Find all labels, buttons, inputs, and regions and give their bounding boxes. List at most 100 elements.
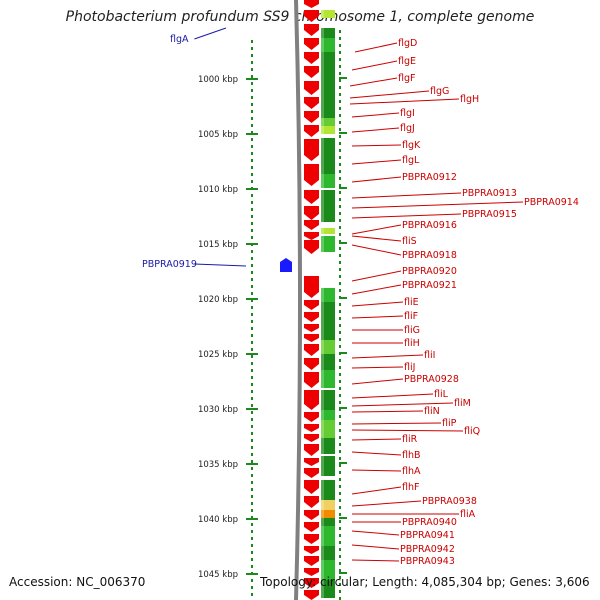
- right-track-tick: [339, 297, 347, 299]
- ruler-dot: [251, 110, 253, 113]
- gene-arrow: [304, 232, 319, 240]
- right-track-dot: [339, 583, 341, 586]
- right-track-dot: [339, 79, 341, 82]
- gene-arrow: [304, 0, 319, 8]
- expression-block: [321, 138, 335, 156]
- expression-highlight: [321, 138, 324, 156]
- ruler-dot: [251, 250, 253, 253]
- right-track-dot: [339, 121, 341, 124]
- expression-highlight: [321, 370, 324, 388]
- ruler-dot: [251, 47, 253, 50]
- gene-label-right: fliP: [442, 418, 457, 429]
- expression-block: [321, 500, 335, 510]
- gene-arrow: [304, 458, 319, 466]
- expression-block: [321, 204, 335, 222]
- right-track-dot: [339, 93, 341, 96]
- gene-arrow: [304, 534, 319, 544]
- right-track-dot: [339, 226, 341, 229]
- ruler-dot: [251, 180, 253, 183]
- expression-highlight: [321, 236, 324, 252]
- ruler-tick-label: 1045 kbp: [198, 570, 238, 580]
- right-track-dot: [339, 534, 341, 537]
- gene-arrow: [304, 434, 319, 442]
- gene-arrow: [304, 480, 319, 494]
- right-track-tick: [339, 572, 347, 574]
- ruler-dot: [251, 271, 253, 274]
- leader-line: [351, 366, 404, 369]
- right-track-dot: [339, 590, 341, 593]
- ruler-dot: [251, 103, 253, 106]
- right-track-dot: [339, 450, 341, 453]
- right-track-dot: [339, 324, 341, 327]
- expression-track: [321, 10, 335, 598]
- right-track-dot: [339, 247, 341, 250]
- right-track-dot: [339, 289, 341, 292]
- right-track-dot: [339, 597, 341, 600]
- ruler-dot: [251, 152, 253, 155]
- gene-arrow: [304, 372, 319, 388]
- ruler-dot: [251, 481, 253, 484]
- expression-highlight: [321, 92, 324, 106]
- gene-label-right: fliA: [460, 509, 476, 520]
- ruler-dot: [251, 236, 253, 239]
- leader-line: [351, 438, 402, 441]
- gene-arrow: [304, 324, 319, 332]
- gene-arrow: [304, 424, 319, 432]
- ruler-dot: [251, 362, 253, 365]
- gene-label-right: fliF: [404, 311, 418, 322]
- leader-line: [351, 284, 402, 295]
- ruler-tick: [246, 78, 258, 80]
- ruler-tick: [246, 353, 258, 355]
- gene-label-right: flgI: [400, 108, 415, 119]
- gene-arrow: [304, 164, 319, 186]
- expression-highlight: [321, 228, 324, 234]
- leader-line: [349, 77, 398, 87]
- gene-arrow: [304, 10, 319, 22]
- ruler-dot: [251, 75, 253, 78]
- leader-line: [351, 429, 464, 432]
- leader-line: [351, 144, 402, 147]
- gene-arrow: [304, 496, 319, 508]
- leader-line: [351, 235, 402, 242]
- right-track-dot: [339, 170, 341, 173]
- ruler-dot: [251, 292, 253, 295]
- expression-block: [321, 340, 335, 354]
- gene-label-right: PBPRA0921: [402, 280, 457, 291]
- gene-label-right: PBPRA0941: [400, 530, 455, 541]
- ruler-dot: [251, 460, 253, 463]
- gene-arrow: [304, 276, 319, 298]
- gene-label-right: fliI: [424, 350, 435, 361]
- right-track-dot: [339, 282, 341, 285]
- right-track-dot: [339, 464, 341, 467]
- leader-line: [351, 451, 402, 456]
- right-track-tick: [339, 517, 347, 519]
- right-track-dot: [339, 198, 341, 201]
- ruler-dot: [251, 467, 253, 470]
- right-track-dot: [339, 555, 341, 558]
- gene-arrow: [304, 546, 319, 554]
- right-track-tick: [339, 187, 347, 189]
- expression-block: [321, 390, 335, 410]
- expression-highlight: [321, 52, 324, 64]
- right-track-dot: [339, 541, 341, 544]
- gene-label-right: flgK: [402, 140, 421, 151]
- ruler-dot: [251, 565, 253, 568]
- ruler-tick: [246, 408, 258, 410]
- leader-line: [349, 98, 460, 105]
- gene-arrow: [304, 568, 319, 576]
- ruler-dot: [251, 320, 253, 323]
- gene-label-right: PBPRA0914: [524, 197, 579, 208]
- leader-line: [194, 27, 227, 40]
- ruler-dot: [251, 509, 253, 512]
- ruler-dot: [251, 96, 253, 99]
- gene-label-right: fliM: [454, 398, 471, 409]
- right-track-dot: [339, 492, 341, 495]
- ruler-dot: [251, 173, 253, 176]
- expression-block: [321, 456, 335, 476]
- expression-highlight: [321, 546, 324, 560]
- right-track-dot: [339, 338, 341, 341]
- expression-highlight: [321, 438, 324, 454]
- gene-label-right: PBPRA0916: [402, 220, 457, 231]
- right-track-dot: [339, 233, 341, 236]
- gene-label-right: flgJ: [400, 123, 415, 134]
